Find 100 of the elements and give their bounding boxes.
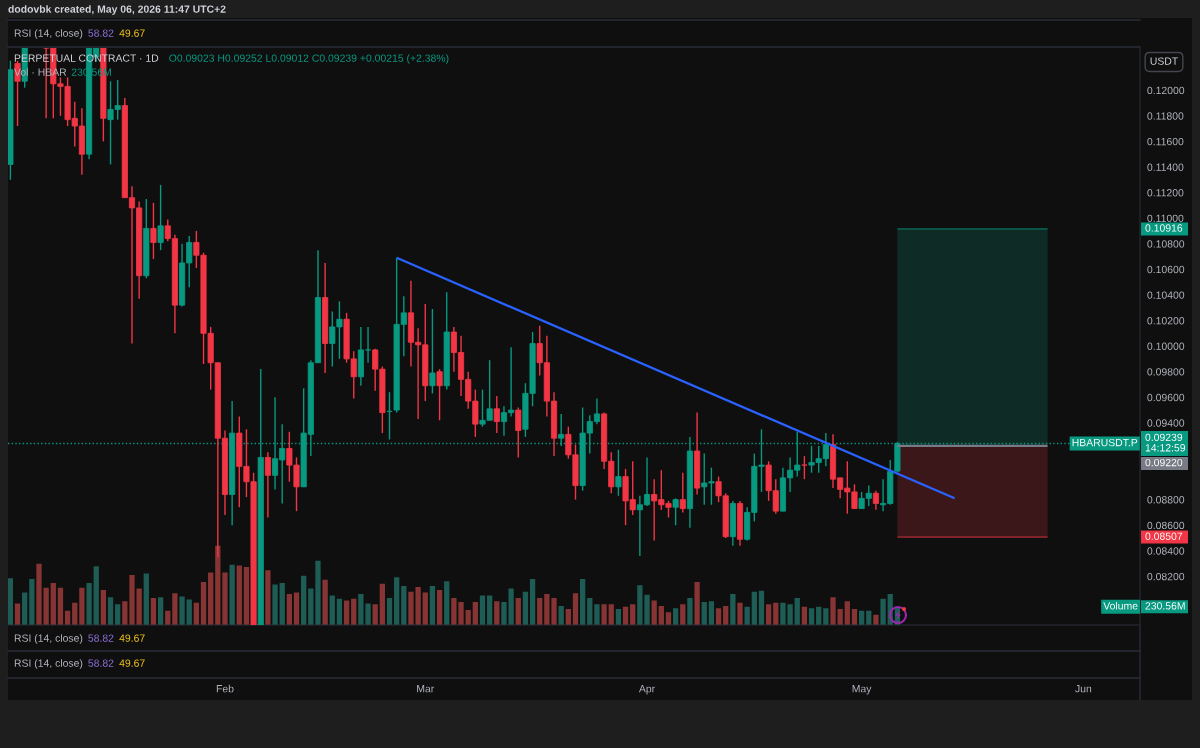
bar: [580, 578, 586, 625]
x-tick-label: Feb: [216, 684, 234, 693]
bar: [79, 587, 85, 625]
y-tick-label: 0.11800: [1147, 112, 1184, 120]
bar: [651, 600, 657, 625]
bar: [701, 601, 707, 625]
candlestick: [872, 489, 879, 511]
text: 230.56M: [1145, 602, 1185, 610]
bar: [29, 578, 35, 625]
bar: [293, 592, 300, 625]
bar: [115, 604, 121, 625]
candlestick: [558, 413, 565, 447]
bar: [601, 604, 607, 625]
bar: [208, 572, 214, 625]
bar: [222, 572, 228, 625]
bar: [372, 604, 378, 625]
candlestick: [615, 449, 622, 497]
bar: [50, 582, 56, 625]
bar: [157, 597, 164, 625]
candlestick: [801, 455, 808, 480]
bar: [394, 577, 400, 625]
bar: [479, 595, 486, 625]
bar: [351, 598, 357, 625]
bar: [122, 601, 128, 625]
bar: [86, 582, 92, 625]
bar: [594, 604, 600, 625]
text: 0.09220: [1145, 458, 1183, 467]
bar: [322, 579, 328, 625]
bar: [873, 614, 879, 625]
bar: [630, 604, 636, 625]
y-tick-label: 0.09400: [1147, 419, 1185, 427]
bar: [272, 584, 278, 625]
annotation: O0.09023 H0.09252 L0.09012 C0.09239 +0.00215 (+2.38%): [169, 54, 449, 64]
annotation: Volume: [1103, 601, 1138, 610]
y-tick-label: 0.11400: [1147, 163, 1184, 171]
candlestick: [436, 368, 443, 421]
text: 58.82: [88, 659, 114, 667]
bar: [794, 598, 800, 625]
text: 0.08507: [1145, 532, 1183, 540]
y-tick-label: 0.12000: [1147, 86, 1185, 95]
y-tick-label: 0.09800: [1147, 368, 1185, 376]
bar: [107, 597, 114, 625]
bar: [401, 586, 407, 625]
bar: [672, 608, 679, 625]
bar: [236, 565, 242, 625]
bar: [336, 598, 343, 625]
bar: [694, 582, 700, 625]
bar: [93, 566, 99, 625]
y-tick-label: 0.10800: [1147, 240, 1185, 248]
y-tick-label: 0.09600: [1147, 393, 1185, 402]
candlestick: [429, 308, 436, 395]
bar: [308, 588, 314, 625]
y-tick-label: 0.10000: [1147, 342, 1185, 350]
bar: [186, 599, 192, 625]
bar: [529, 578, 536, 625]
bar: [36, 563, 42, 625]
bar: [100, 590, 107, 625]
y-axis-title: USDT: [1150, 57, 1178, 65]
candlestick: [672, 497, 679, 526]
bar: [200, 582, 207, 625]
text: RSI (14, close): [14, 659, 83, 669]
candlestick: [515, 406, 522, 459]
bar: [808, 608, 815, 625]
text: 0.09239 14:12:59: [1145, 433, 1186, 452]
bar: [343, 600, 350, 625]
bar: [537, 598, 543, 625]
bar: [758, 590, 765, 625]
text: 0.10916: [1145, 224, 1183, 232]
bar: [737, 602, 743, 625]
bar: [680, 604, 686, 625]
bar: [315, 560, 321, 625]
ref-line-label: HBARUSDT.P: [1072, 438, 1138, 447]
bar: [8, 578, 14, 625]
bar: [687, 598, 693, 625]
candlestick: [150, 202, 157, 260]
bar: [587, 598, 593, 625]
bar: [844, 601, 850, 625]
x-tick-label: Apr: [638, 685, 655, 695]
candlestick: [157, 184, 164, 251]
bar: [179, 596, 185, 625]
bar: [22, 592, 28, 625]
bar: [708, 601, 715, 625]
bar: [715, 608, 722, 625]
bar: [301, 575, 307, 625]
x-tick-label: Jun: [1075, 685, 1092, 693]
y-tick-label: 0.10200: [1147, 317, 1185, 325]
text: dodovbk created, May 06, 2026 11:47 UTC+2: [8, 5, 226, 15]
bar: [43, 587, 49, 625]
y-tick-label: 0.11000: [1147, 214, 1184, 223]
bar: [665, 612, 672, 625]
y-tick-label: 0.08800: [1147, 496, 1185, 504]
bar: [150, 598, 157, 625]
bar: [286, 594, 293, 625]
bar: [265, 570, 271, 625]
bar: [830, 597, 836, 625]
text: RSI (14, close): [14, 634, 83, 644]
bar: [422, 592, 428, 625]
y-tick-label: 0.08400: [1147, 547, 1185, 555]
text: 49.67: [119, 29, 145, 37]
candlestick: [493, 395, 500, 434]
